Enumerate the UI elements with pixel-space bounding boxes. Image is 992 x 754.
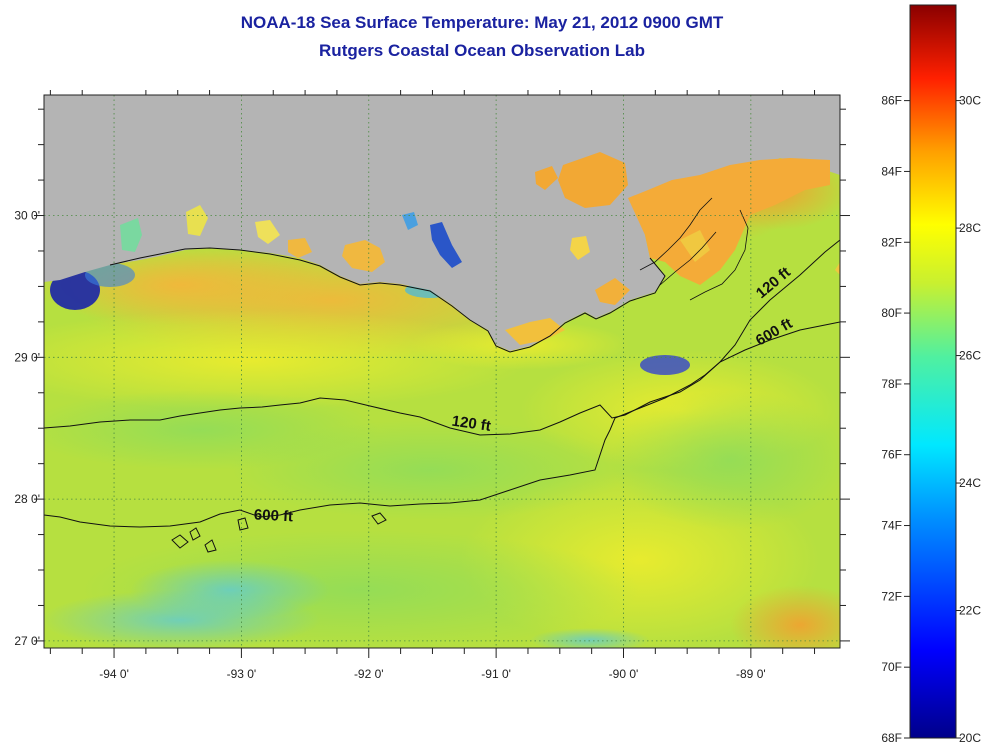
colorbar-f-label: 86F [881, 94, 902, 108]
colorbar-f-label: 76F [881, 448, 902, 462]
contour-label: 120 ft [451, 413, 492, 435]
map-subtitle: Rutgers Coastal Ocean Observation Lab [319, 41, 645, 60]
x-tick-label: -92 0' [354, 667, 384, 681]
y-tick-label: 29 0' [14, 350, 40, 364]
map-title: NOAA-18 Sea Surface Temperature: May 21,… [240, 13, 724, 32]
y-tick-label: 27 0' [14, 634, 40, 648]
colorbar-c-label: 28C [959, 221, 981, 235]
colorbar-f-label: 68F [881, 731, 902, 745]
x-tick-label: -90 0' [609, 667, 639, 681]
axis-tick-labels: -94 0' -93 0' -92 0' -91 0' -90 0' -89 0' 27 0… [14, 209, 765, 681]
coastal-marsh [120, 152, 840, 345]
colorbar-c-label: 22C [959, 604, 981, 618]
colorbar-f-label: 72F [881, 589, 902, 603]
colorbar-f-label: 70F [881, 660, 902, 674]
contour-600ft [44, 321, 840, 528]
x-tick-label: -93 0' [227, 667, 257, 681]
colorbar [909, 4, 957, 739]
contour-120ft [44, 239, 840, 436]
x-tick-label: -89 0' [736, 667, 766, 681]
x-tick-label: -91 0' [481, 667, 511, 681]
x-tick-label: -94 0' [99, 667, 129, 681]
colorbar-c-label: 30C [959, 94, 981, 108]
colorbar-f-label: 84F [881, 164, 902, 178]
colorbar-labels: 86F 84F 82F 80F 78F 76F 74F 72F 70F 68F 30C 28C 26C 2… [881, 94, 981, 745]
contour-label: 600 ft [253, 506, 293, 525]
colorbar-f-label: 80F [881, 306, 902, 320]
axis-ticks [34, 90, 850, 658]
colorbar-c-label: 24C [959, 476, 981, 490]
colorbar-f-label: 74F [881, 519, 902, 533]
y-tick-label: 30 0' [14, 209, 40, 223]
colorbar-c-label: 20C [959, 731, 981, 745]
y-tick-label: 28 0' [14, 492, 40, 506]
colorbar-c-label: 26C [959, 349, 981, 363]
colorbar-f-label: 78F [881, 377, 902, 391]
depth-contours [44, 239, 840, 553]
colorbar-f-label: 82F [881, 235, 902, 249]
plot-frame [43, 94, 841, 649]
coastline [109, 247, 666, 353]
